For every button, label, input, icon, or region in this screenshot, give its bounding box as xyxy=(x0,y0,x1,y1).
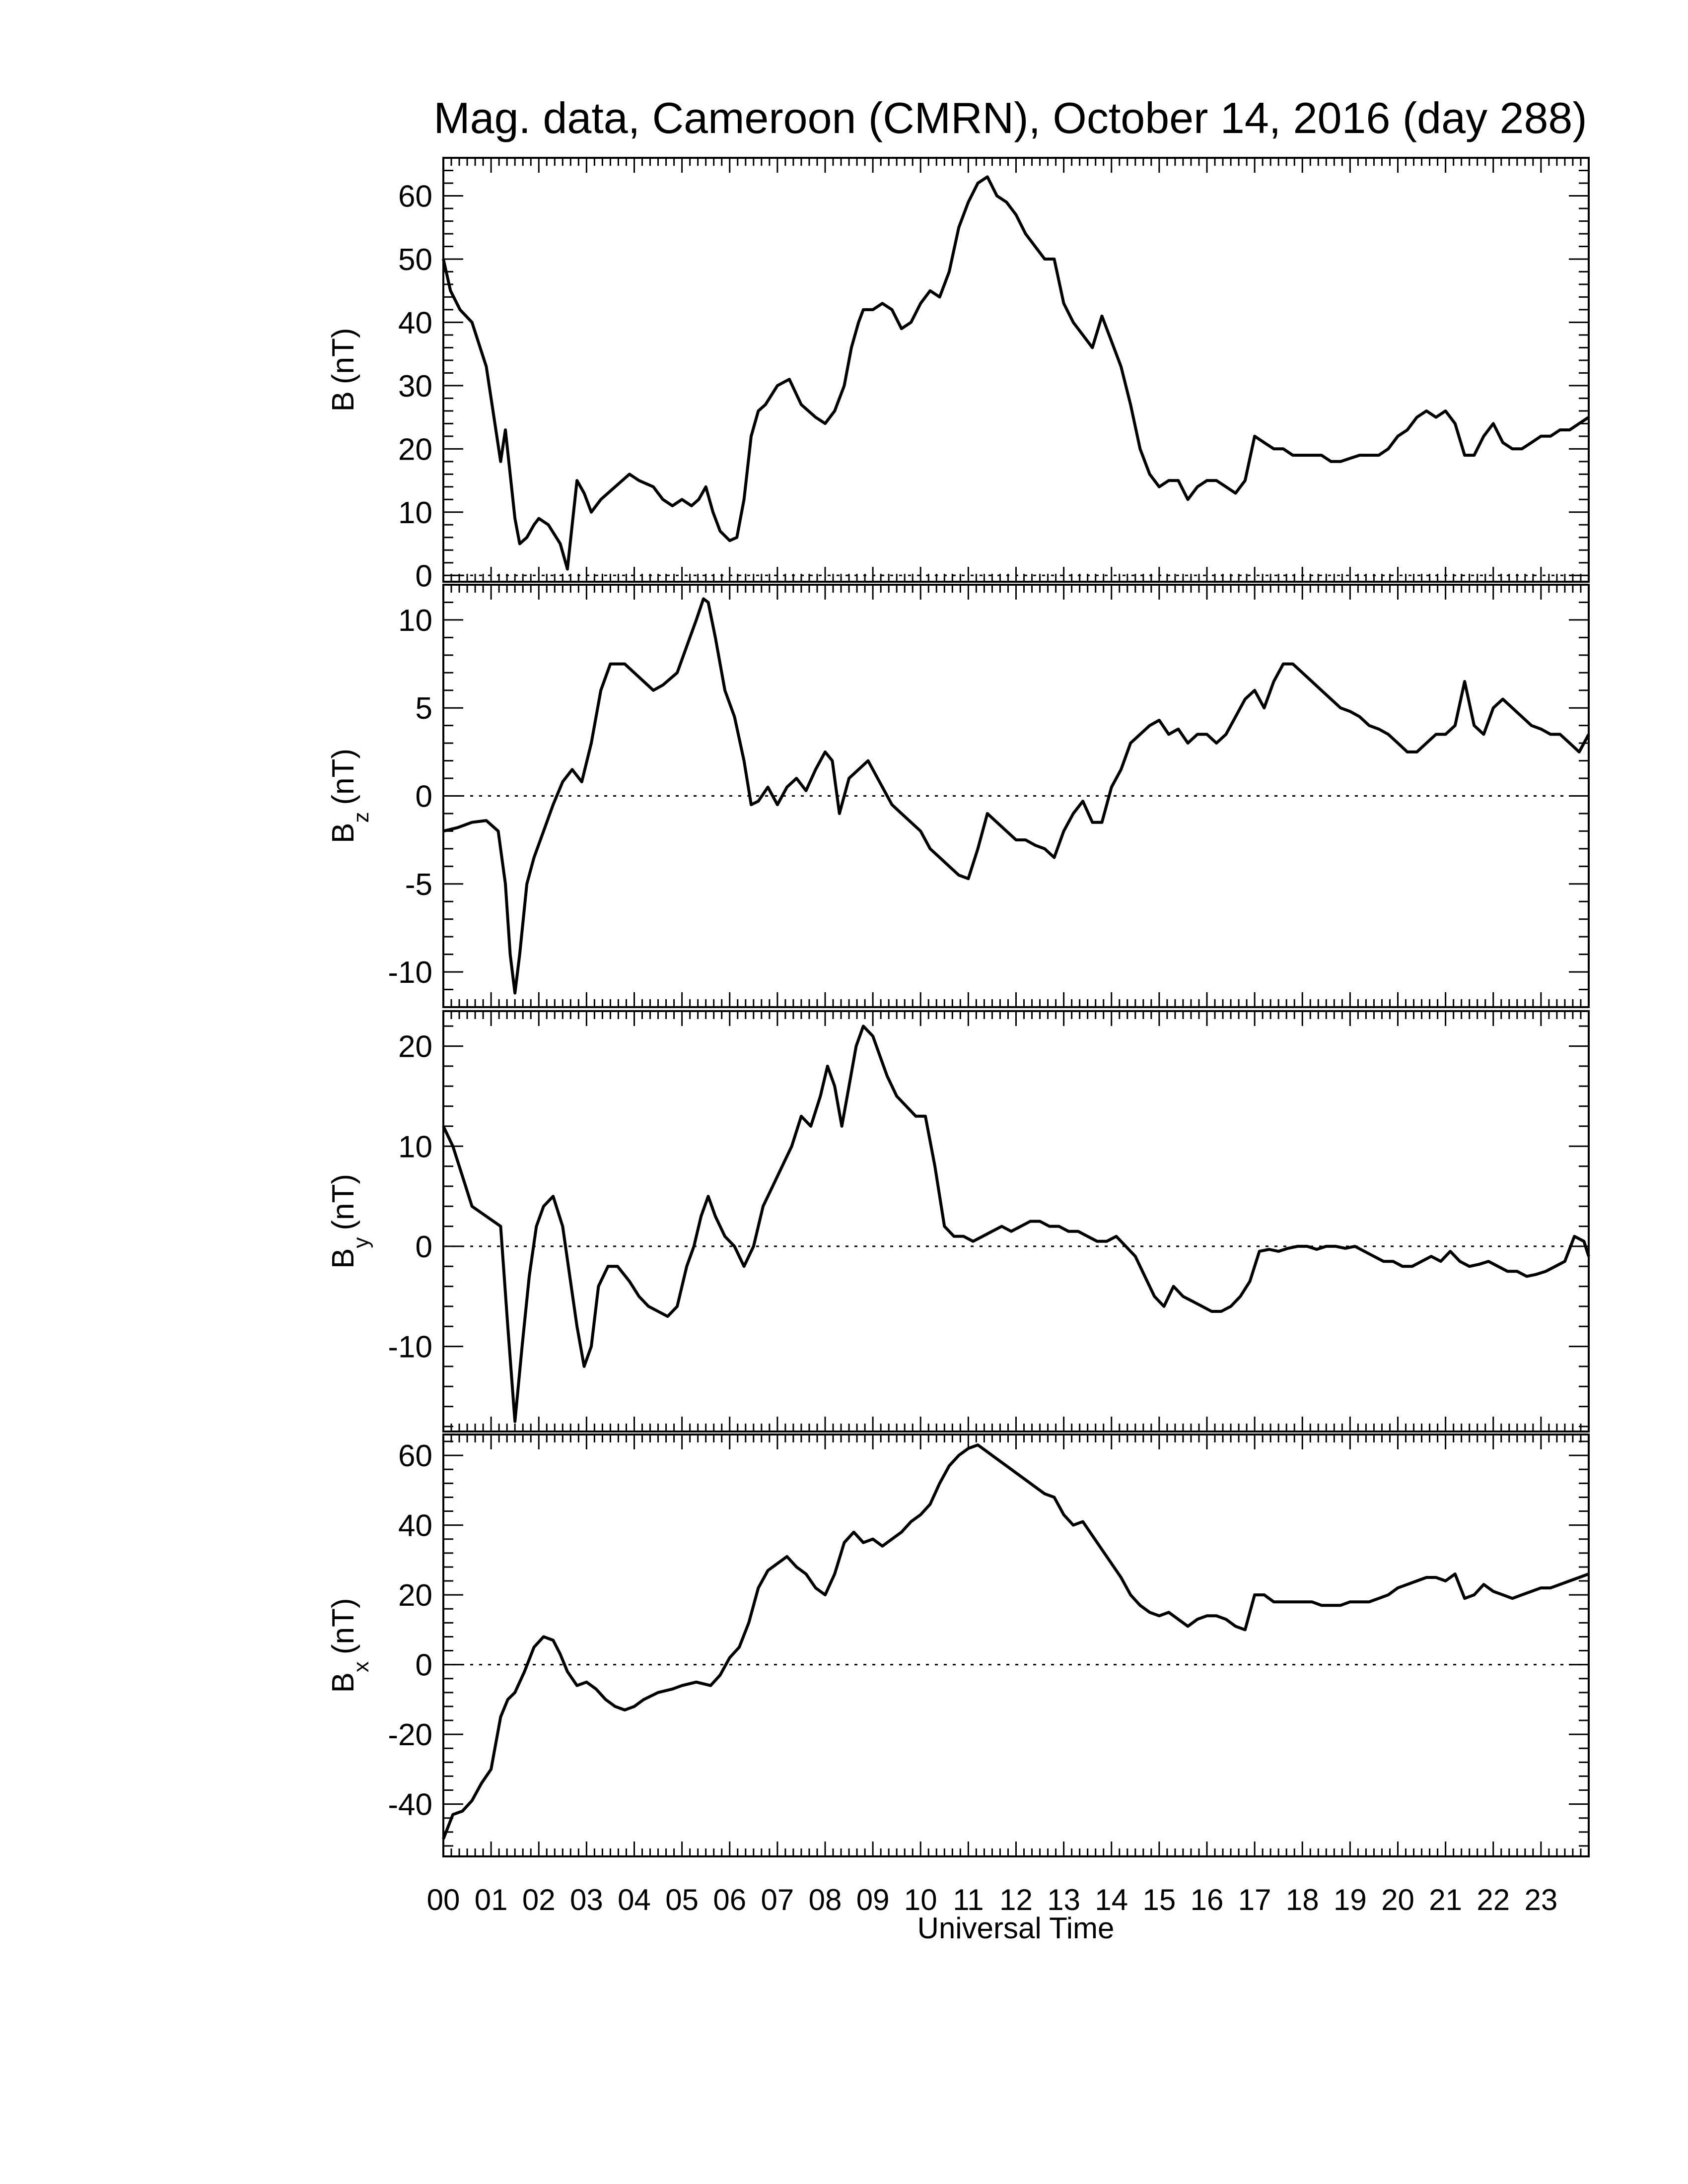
x-tick-label: 05 xyxy=(665,1883,699,1916)
series-line-Bz xyxy=(443,597,1590,995)
y-tick-label: 0 xyxy=(416,559,432,593)
y-tick-label: 60 xyxy=(398,179,432,213)
x-tick-label: 01 xyxy=(475,1883,508,1916)
x-tick-label: 14 xyxy=(1095,1883,1128,1916)
y-tick-label: 0 xyxy=(416,1648,432,1683)
y-axis-label-By: By (nT) xyxy=(326,1174,373,1269)
panel-By: -10 0 10 20 By (nT) xyxy=(326,1010,1590,1433)
y-axis-label-unit: (nT) xyxy=(326,328,360,384)
y-axis-label-unit: (nT) xyxy=(326,1174,360,1230)
x-tick-label: 23 xyxy=(1525,1883,1558,1916)
y-tick-label: 40 xyxy=(398,306,432,340)
series-line-Bx xyxy=(442,1443,1590,1840)
y-axis-label-unit: (nT) xyxy=(326,749,360,805)
y-axis-label-main: B xyxy=(326,823,360,843)
x-axis-tick-labels: 00 01 02 03 04 05 06 07 08 09 10 11 12 13 14 15 16 17 18 19… xyxy=(427,1883,1558,1916)
x-tick-label: 17 xyxy=(1238,1883,1271,1916)
y-axis-label-unit: (nT) xyxy=(326,1598,360,1654)
x-ticks-By xyxy=(442,1011,1590,1432)
x-tick-label: 22 xyxy=(1477,1883,1510,1916)
x-ticks-Bz xyxy=(442,585,1590,1007)
y-axis-label-main: B xyxy=(326,1248,360,1269)
chart-title: Mag. data, Cameroon (CMRN), October 14, … xyxy=(433,93,1587,142)
y-tick-label: 30 xyxy=(398,369,432,404)
x-tick-label: 04 xyxy=(618,1883,651,1916)
y-axis-label-subscript: y xyxy=(349,1237,373,1248)
x-tick-label: 12 xyxy=(999,1883,1033,1916)
y-tick-label: 5 xyxy=(416,691,432,726)
x-tick-label: 09 xyxy=(856,1883,890,1916)
panel-B: 0 10 20 30 40 50 60 B (nT) xyxy=(326,157,1590,593)
x-tick-label: 11 xyxy=(953,1883,984,1916)
y-tick-label: 20 xyxy=(398,432,432,467)
x-ticks-Bx xyxy=(442,1434,1590,1856)
y-tick-label: 50 xyxy=(398,243,432,277)
x-tick-label: 20 xyxy=(1381,1883,1414,1916)
y-tick-label: 10 xyxy=(398,604,432,638)
y-ticks-Bx xyxy=(443,1440,1589,1847)
x-tick-label: 10 xyxy=(904,1883,937,1916)
series-line-B xyxy=(442,175,1590,571)
y-tick-label: 0 xyxy=(416,780,432,814)
y-tick-label: 40 xyxy=(398,1509,432,1543)
series-line-By xyxy=(442,1024,1590,1423)
y-tick-label: 20 xyxy=(398,1578,432,1613)
panel-frame-Bx xyxy=(442,1433,1590,1857)
x-tick-label: 18 xyxy=(1286,1883,1319,1916)
x-tick-label: 19 xyxy=(1334,1883,1367,1916)
x-ticks-B xyxy=(442,158,1590,582)
y-tick-label: 10 xyxy=(398,1130,432,1164)
y-axis-label-subscript: x xyxy=(349,1661,373,1672)
panel-Bx: -40 -20 0 20 40 60 Bx (nT) xyxy=(326,1433,1590,1857)
y-axis-label-subscript: z xyxy=(349,812,373,823)
y-tick-label: -10 xyxy=(388,1330,432,1365)
y-tick-label: -10 xyxy=(388,956,432,990)
x-tick-label: 03 xyxy=(570,1883,603,1916)
x-tick-label: 06 xyxy=(713,1883,746,1916)
panels-container: 0 10 20 30 40 50 60 B (nT) -10 -5 0 5 10 Bz (nT) -10 0 10 2… xyxy=(326,157,1590,1857)
y-tick-label: -5 xyxy=(405,868,432,902)
y-axis-label-main: B xyxy=(326,391,360,411)
x-tick-label: 21 xyxy=(1429,1883,1462,1916)
y-ticks-B xyxy=(443,157,1589,576)
y-tick-label: -40 xyxy=(388,1788,432,1822)
y-tick-label: -20 xyxy=(388,1718,432,1752)
x-tick-label: 15 xyxy=(1143,1883,1176,1916)
x-tick-label: 02 xyxy=(522,1883,556,1916)
panel-Bz: -10 -5 0 5 10 Bz (nT) xyxy=(326,584,1590,1008)
y-axis-label-Bx: Bx (nT) xyxy=(326,1598,373,1693)
x-tick-label: 08 xyxy=(809,1883,842,1916)
x-tick-label: 07 xyxy=(761,1883,794,1916)
y-tick-label: 10 xyxy=(398,496,432,530)
panel-frame-Bz xyxy=(442,584,1590,1008)
panel-frame-By xyxy=(442,1010,1590,1433)
y-tick-label: 20 xyxy=(398,1030,432,1064)
y-axis-label-B: B (nT) xyxy=(326,328,360,411)
x-tick-label: 00 xyxy=(427,1883,460,1916)
x-axis-title: Universal Time xyxy=(917,1911,1115,1945)
x-tick-label: 13 xyxy=(1047,1883,1080,1916)
y-tick-label: 60 xyxy=(398,1439,432,1473)
panel-frame-B xyxy=(442,157,1590,583)
y-axis-label-main: B xyxy=(326,1672,360,1693)
y-axis-label-Bz: Bz (nT) xyxy=(326,749,373,843)
x-tick-label: 16 xyxy=(1191,1883,1224,1916)
y-tick-label: 0 xyxy=(416,1230,432,1264)
